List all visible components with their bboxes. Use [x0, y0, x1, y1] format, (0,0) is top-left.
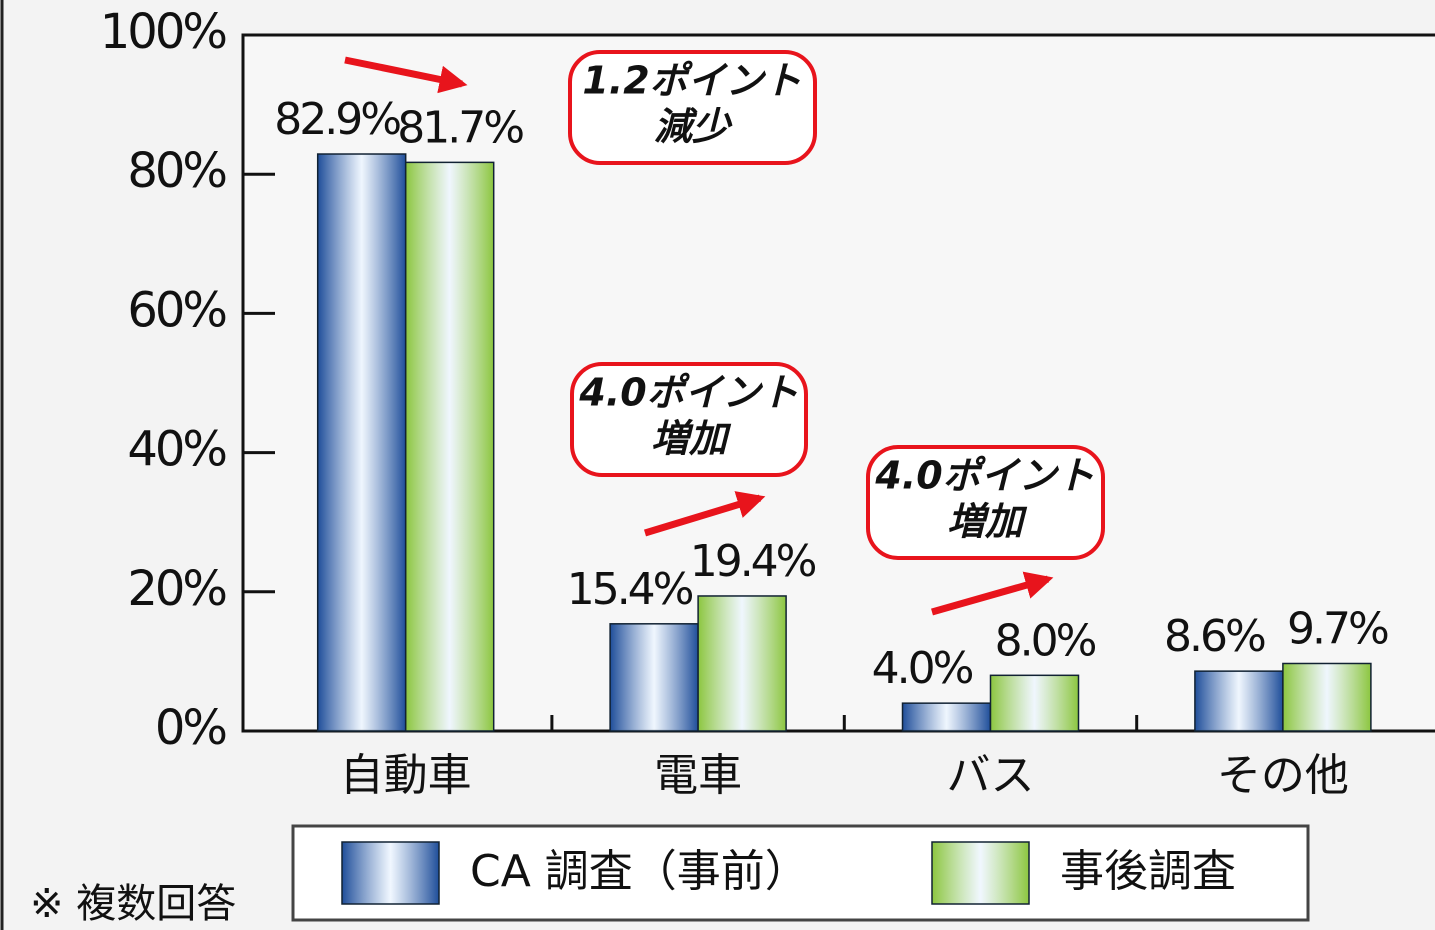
bar — [316, 153, 407, 732]
bar — [901, 702, 992, 732]
value-label: 4.0% — [872, 643, 973, 694]
x-tick-label: その他 — [1217, 750, 1349, 801]
annotation-box — [570, 362, 808, 477]
y-tick-label: 40% — [127, 422, 225, 478]
bar — [404, 161, 495, 732]
annotation-text: 1.2ポイント — [582, 59, 801, 103]
annotation-box — [568, 50, 817, 165]
annotation-text: 増加 — [651, 417, 732, 461]
x-tick-label: 自動車 — [340, 750, 472, 801]
y-tick-label: 20% — [127, 561, 225, 617]
y-tick-label: 80% — [127, 143, 225, 199]
annotation-box — [866, 445, 1105, 560]
legend-swatch — [931, 841, 1030, 905]
footnote: ※ 複数回答 — [30, 881, 236, 927]
annotation-text: 4.0ポイント — [874, 454, 1094, 498]
legend-box — [291, 824, 1310, 922]
value-label: 8.0% — [995, 615, 1096, 666]
annotation-text: 増加 — [947, 500, 1028, 544]
arrow — [344, 56, 468, 94]
value-label: 19.4% — [690, 536, 816, 587]
bar — [1194, 670, 1284, 732]
annotation-text: 減少 — [654, 105, 733, 149]
x-tick-label: バス — [947, 750, 1035, 801]
value-label: 9.7% — [1287, 603, 1388, 654]
bar — [1282, 662, 1372, 732]
legend-swatch — [341, 841, 440, 905]
value-label: 15.4% — [567, 564, 693, 615]
bar — [609, 623, 699, 732]
legend-label: CA 調査（事前） — [470, 846, 809, 897]
y-tick-label: 100% — [100, 4, 226, 60]
bar — [697, 595, 787, 732]
y-tick-label: 60% — [127, 282, 225, 338]
arrow — [931, 571, 1054, 616]
annotation-text: 4.0ポイント — [578, 371, 798, 415]
value-label: 82.9% — [274, 94, 400, 145]
arrow — [643, 491, 766, 537]
bar — [989, 674, 1080, 732]
value-label: 81.7% — [397, 102, 523, 153]
value-label: 8.6% — [1164, 611, 1265, 662]
y-tick-label: 0% — [155, 700, 226, 756]
x-tick-label: 電車 — [654, 750, 742, 801]
legend-label: 事後調査 — [1060, 846, 1236, 897]
